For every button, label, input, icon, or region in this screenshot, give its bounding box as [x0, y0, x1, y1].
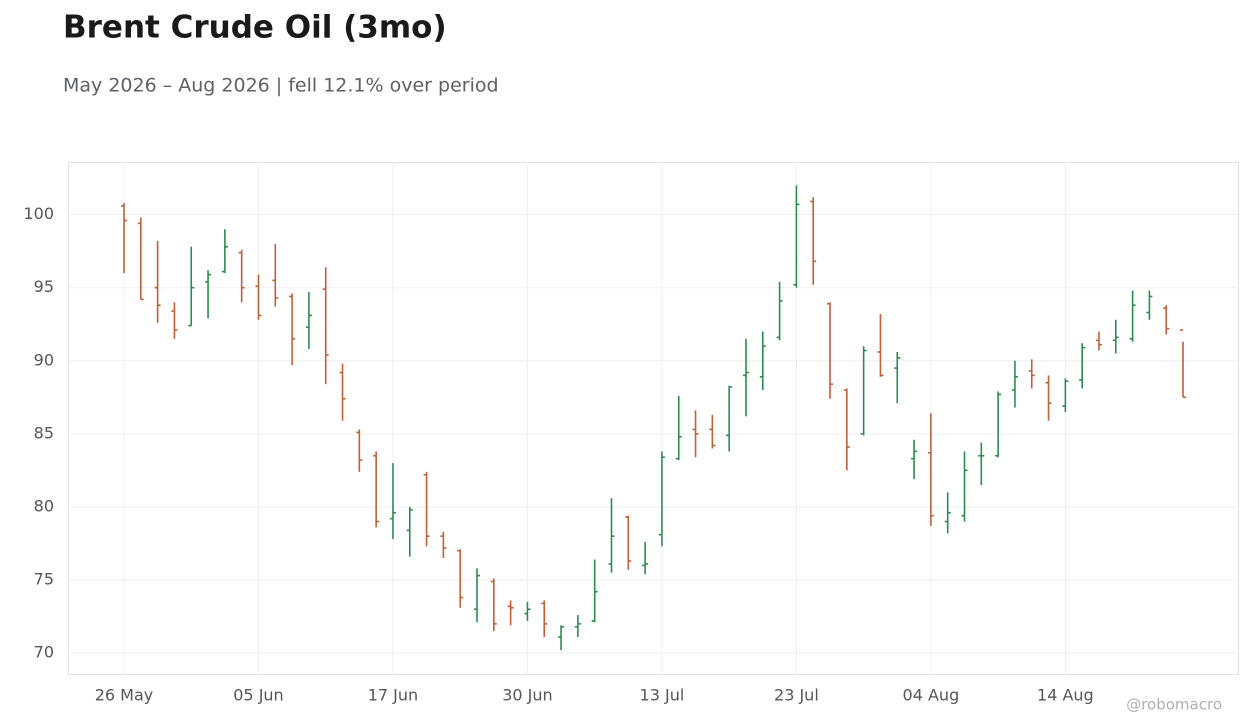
x-tick-label: 30 Jun	[502, 686, 552, 705]
y-tick-label: 100	[23, 204, 54, 223]
chart-title: Brent Crude Oil (3mo)	[63, 10, 447, 46]
y-tick-label: 90	[34, 350, 54, 369]
x-tick-label: 05 Jun	[233, 686, 283, 705]
y-tick-label: 95	[34, 277, 54, 296]
x-tick-label: 26 May	[95, 686, 154, 705]
y-tick-label: 75	[34, 570, 54, 589]
x-tick-label: 04 Aug	[903, 686, 960, 705]
chart-subtitle: May 2026 – Aug 2026 | fell 12.1% over pe…	[63, 75, 499, 97]
watermark: @robomacro	[1126, 696, 1222, 714]
y-tick-label: 85	[34, 423, 54, 442]
y-tick-label: 80	[34, 496, 54, 515]
x-tick-label: 17 Jun	[368, 686, 418, 705]
x-tick-label: 14 Aug	[1037, 686, 1094, 705]
plot-frame	[68, 162, 1239, 675]
x-tick-label: 23 Jul	[774, 686, 819, 705]
x-tick-label: 13 Jul	[640, 686, 685, 705]
y-tick-label: 70	[34, 643, 54, 662]
